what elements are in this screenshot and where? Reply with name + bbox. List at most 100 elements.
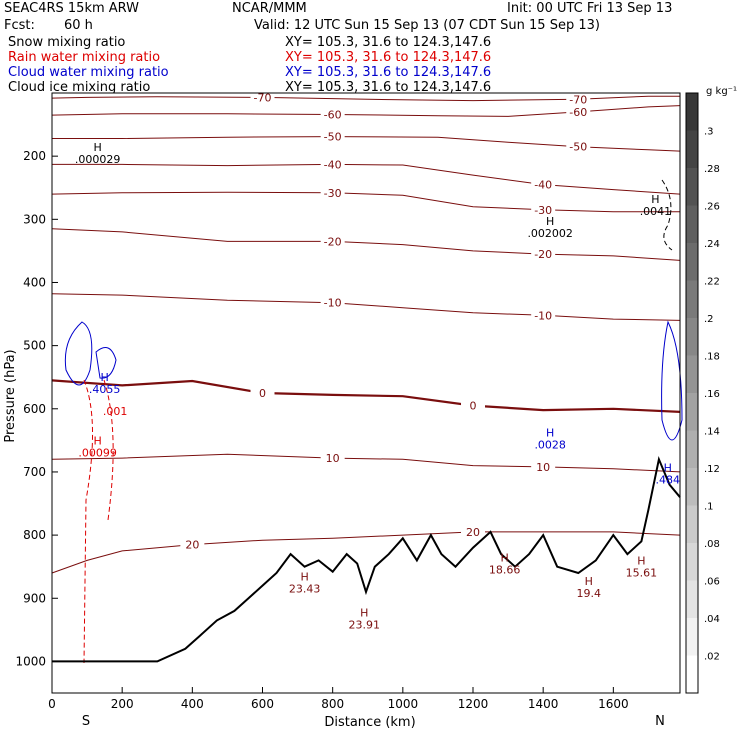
endpoint-right-label: N [655, 714, 665, 729]
y-tick-label-4: 600 [23, 402, 46, 416]
contour-label-bg-9-1 [461, 524, 486, 538]
contour-label-bg-8-0 [320, 451, 345, 465]
colorbar-swatch-15 [686, 93, 698, 131]
legend-snow-label: Snow mixing ratio [8, 35, 126, 50]
contour-label-4-0: -30 [324, 187, 342, 200]
colorbar-swatch-9 [686, 318, 698, 356]
x-axis-title: Distance (km) [324, 715, 415, 730]
colorbar-tick-11: .24 [704, 239, 720, 250]
legend-cloudice-xy: XY= 105.3, 31.6 to 124.3,147.6 [285, 80, 492, 95]
contour-label-7-0: 0 [259, 387, 266, 400]
max-marker-12: H [637, 554, 645, 567]
plot-area [52, 93, 680, 693]
x-tick-label-6: 1200 [458, 697, 489, 711]
contour-label-bg-6-0 [320, 295, 345, 309]
y-tick-label-8: 1000 [15, 654, 46, 668]
plot-background [52, 93, 680, 693]
contour-line-6 [51, 293, 681, 321]
colorbar-tick-7: .16 [704, 389, 720, 400]
terrain-profile [52, 455, 681, 663]
center-title: NCAR/MMM [232, 1, 307, 16]
max-value-0: .000029 [75, 153, 121, 166]
moisture-contours [64, 179, 683, 664]
cloud-water-contour-left-2 [95, 347, 117, 379]
legend-cloudwater-xy: XY= 105.3, 31.6 to 124.3,147.6 [285, 65, 492, 80]
max-value-6: .001 [103, 405, 128, 418]
forecast-label: Fcst: [4, 18, 35, 33]
contour-label-bg-3-1 [531, 177, 556, 191]
y-tick-label-7: 900 [23, 591, 46, 605]
colorbar-swatch-11 [686, 243, 698, 281]
colorbar-swatch-0 [686, 655, 698, 693]
contour-label-3-1: -40 [534, 179, 552, 192]
temperature-contours: -70 -70-60 -60-50-50-40-40-30-30-20-20-10-… [51, 90, 681, 574]
colorbar-tick-4: .1 [704, 502, 714, 513]
contour-label-4-1: -30 [534, 204, 552, 217]
max-marker-5: H [664, 461, 672, 474]
contour-label-9-1: 20 [466, 526, 480, 539]
contour-label-bg-2-0 [320, 129, 345, 143]
x-tick-label-1: 200 [111, 697, 134, 711]
contour-label-bg-0-0 [250, 90, 275, 104]
contour-line-8 [51, 453, 681, 473]
max-value-8: 23.43 [289, 583, 321, 596]
colorbar-tick-1: .04 [704, 614, 720, 625]
rain-water-contour-left-2 [103, 379, 114, 521]
x-tick-label-2: 400 [181, 697, 204, 711]
contour-label-bg-8-1 [531, 459, 556, 473]
contour-line-1 [51, 105, 681, 117]
rain-water-contour-left [83, 379, 93, 664]
init-time: Init: 00 UTC Fri 13 Sep 13 [507, 1, 673, 16]
y-tick-label-0: 200 [23, 149, 46, 163]
max-value-1: .002002 [527, 227, 573, 240]
colorbar-swatch-7 [686, 393, 698, 431]
colorbar-swatch-12 [686, 205, 698, 243]
colorbar-tick-9: .2 [704, 314, 714, 325]
max-value-3: .4055 [89, 383, 121, 396]
colorbar-swatch-4 [686, 505, 698, 543]
contour-label-bg-5-0 [320, 234, 345, 248]
y-tick-label-1: 300 [23, 212, 46, 226]
contour-line-0 [51, 95, 680, 102]
x-tick-label-3: 600 [251, 697, 274, 711]
colorbar-tick-12: .26 [704, 202, 720, 213]
contour-label-2-1: -50 [569, 141, 587, 154]
contour-label-0-0: -70 [254, 91, 272, 104]
terrain-line [52, 455, 681, 663]
colorbar-tick-0: .02 [704, 652, 720, 663]
model-title: SEAC4RS 15km ARW [4, 1, 140, 16]
colorbar-swatch-3 [686, 543, 698, 581]
x-tick-label-0: 0 [48, 697, 56, 711]
contour-line-9 [51, 531, 681, 574]
legend-snow-xy: XY= 105.3, 31.6 to 124.3,147.6 [285, 35, 492, 50]
contour-label-bg-5-1 [531, 247, 556, 261]
contour-label-bg-7-1 [461, 398, 486, 412]
y-tick-label-3: 500 [23, 339, 46, 353]
max-marker-1: H [546, 215, 554, 228]
contour-label-1-0: -60 [324, 108, 342, 121]
max-value-10: 18.66 [489, 564, 521, 577]
contour-label-bg-2-1 [566, 139, 591, 153]
contour-line-2 [52, 136, 681, 152]
contour-label-0-1: -70 [569, 93, 587, 106]
max-value-4: .0028 [534, 439, 566, 452]
contour-label-3-0: -40 [324, 158, 342, 171]
contour-label-bg-9-0 [180, 537, 205, 551]
colorbar-tick-14: .3 [704, 127, 714, 138]
max-marker-0: H [93, 141, 101, 154]
colorbar-swatch-14 [686, 130, 698, 168]
contour-label-bg-4-1 [531, 202, 556, 216]
colorbar-tick-2: .06 [704, 577, 720, 588]
contour-line-5 [51, 228, 681, 261]
colorbar-tick-13: .28 [704, 164, 720, 175]
max-marker-11: H [585, 575, 593, 588]
max-value-7: .00099 [78, 446, 117, 459]
contour-label-bg-0-1 [566, 92, 591, 106]
colorbar-frame [685, 92, 699, 694]
y-tick-label-5: 700 [23, 465, 46, 479]
max-marker-10: H [500, 552, 508, 565]
axes: 0 200 400 600 800 1000 1200 1400 160020030040050… [15, 92, 681, 711]
contour-label-bg-4-0 [320, 185, 345, 199]
x-tick-label-7: 1400 [528, 697, 559, 711]
